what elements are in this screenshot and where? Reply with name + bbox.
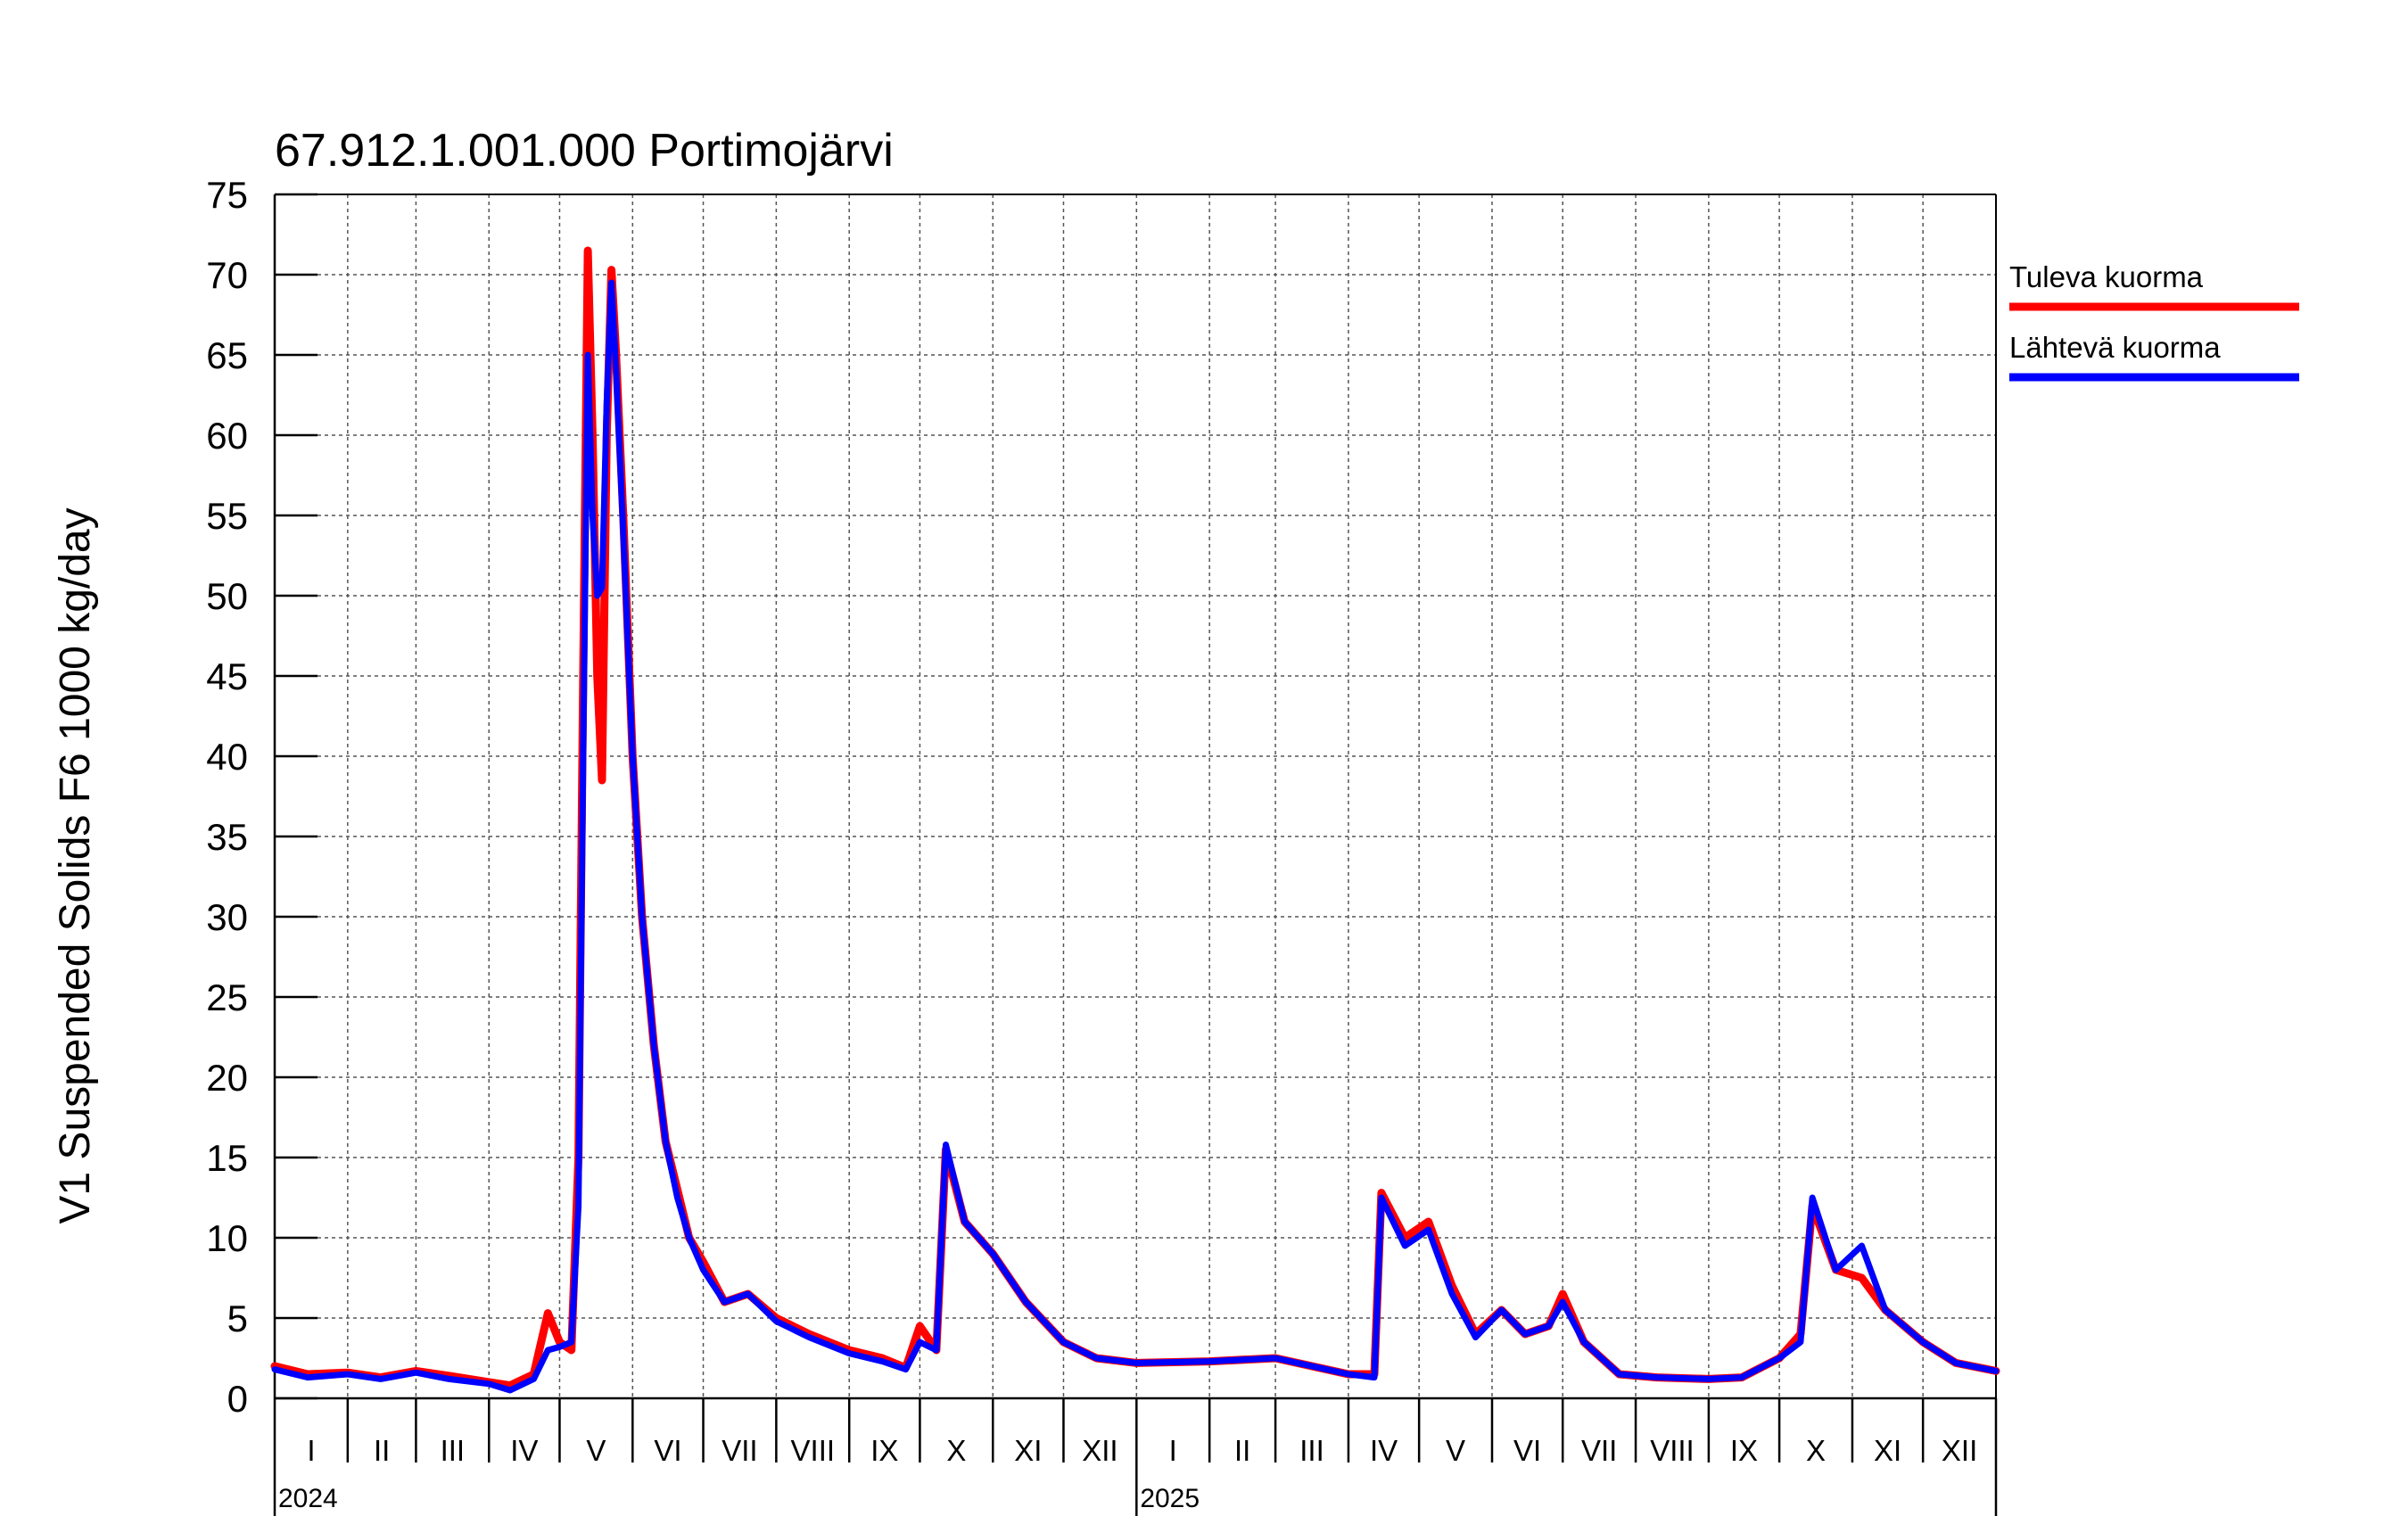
month-label: XII — [1942, 1434, 1977, 1467]
series-line-1 — [270, 246, 2000, 1390]
month-label: XII — [1082, 1434, 1117, 1467]
month-label: VIII — [1650, 1434, 1695, 1467]
y-tick-label: 75 — [206, 174, 248, 216]
month-label: V — [1446, 1434, 1465, 1467]
month-label: IV — [510, 1434, 538, 1467]
month-label: VIII — [791, 1434, 836, 1467]
month-label: III — [1299, 1434, 1324, 1467]
month-label: X — [946, 1434, 966, 1467]
y-tick-label: 10 — [206, 1217, 248, 1259]
month-label: III — [441, 1434, 466, 1467]
month-label: XI — [1874, 1434, 1901, 1467]
month-label: VI — [654, 1434, 681, 1467]
chart-title: 67.912.1.001.000 Portimojärvi — [275, 125, 894, 177]
y-tick-label: 15 — [206, 1137, 248, 1179]
month-label: IX — [1730, 1434, 1758, 1467]
legend-label: Lähtevä kuorma — [2009, 331, 2221, 364]
month-label: IV — [1370, 1434, 1398, 1467]
y-tick-label: 45 — [206, 655, 248, 697]
x-axis: I II III IV V VI VII VIII IX X XI XII I II III IV V VI VII… — [273, 1397, 1998, 1516]
month-label: VII — [1581, 1434, 1617, 1467]
month-label: X — [1806, 1434, 1826, 1467]
y-tick-label: 5 — [227, 1298, 248, 1339]
year-label: 2025 — [1140, 1484, 1200, 1513]
legend: Tuleva kuorma Lähtevä kuorma — [2009, 260, 2299, 382]
y-tick-label: 50 — [206, 575, 248, 617]
month-label: IX — [870, 1434, 898, 1467]
legend-label: Tuleva kuorma — [2009, 260, 2204, 293]
y-axis-label: V1 Suspended Solids F6 1000 kg/day — [52, 507, 99, 1224]
y-tick-label: 60 — [206, 415, 248, 457]
year-label: 2024 — [278, 1484, 338, 1513]
month-label: II — [1234, 1434, 1250, 1467]
y-tick-label: 0 — [227, 1378, 248, 1420]
y-tick-label: 30 — [206, 896, 248, 938]
month-label: VII — [722, 1434, 757, 1467]
y-tick-label: 55 — [206, 495, 248, 537]
y-axis-ticks: 0 5 10 15 20 25 30 35 40 45 50 55 60 65 70 75 — [206, 174, 317, 1420]
month-label: I — [1169, 1434, 1177, 1467]
month-label: V — [586, 1434, 606, 1467]
y-tick-label: 65 — [206, 334, 248, 376]
month-label: XI — [1014, 1434, 1042, 1467]
y-tick-label: 70 — [206, 254, 248, 296]
y-tick-label: 40 — [206, 736, 248, 778]
grid — [274, 194, 1997, 1399]
y-tick-label: 20 — [206, 1057, 248, 1099]
month-label: II — [374, 1434, 390, 1467]
month-label: I — [307, 1434, 315, 1467]
plot-area — [270, 246, 2000, 1394]
month-label: VI — [1513, 1434, 1541, 1467]
series-line-2 — [271, 279, 2000, 1394]
y-tick-label: 25 — [206, 976, 248, 1018]
y-tick-label: 35 — [206, 816, 248, 858]
